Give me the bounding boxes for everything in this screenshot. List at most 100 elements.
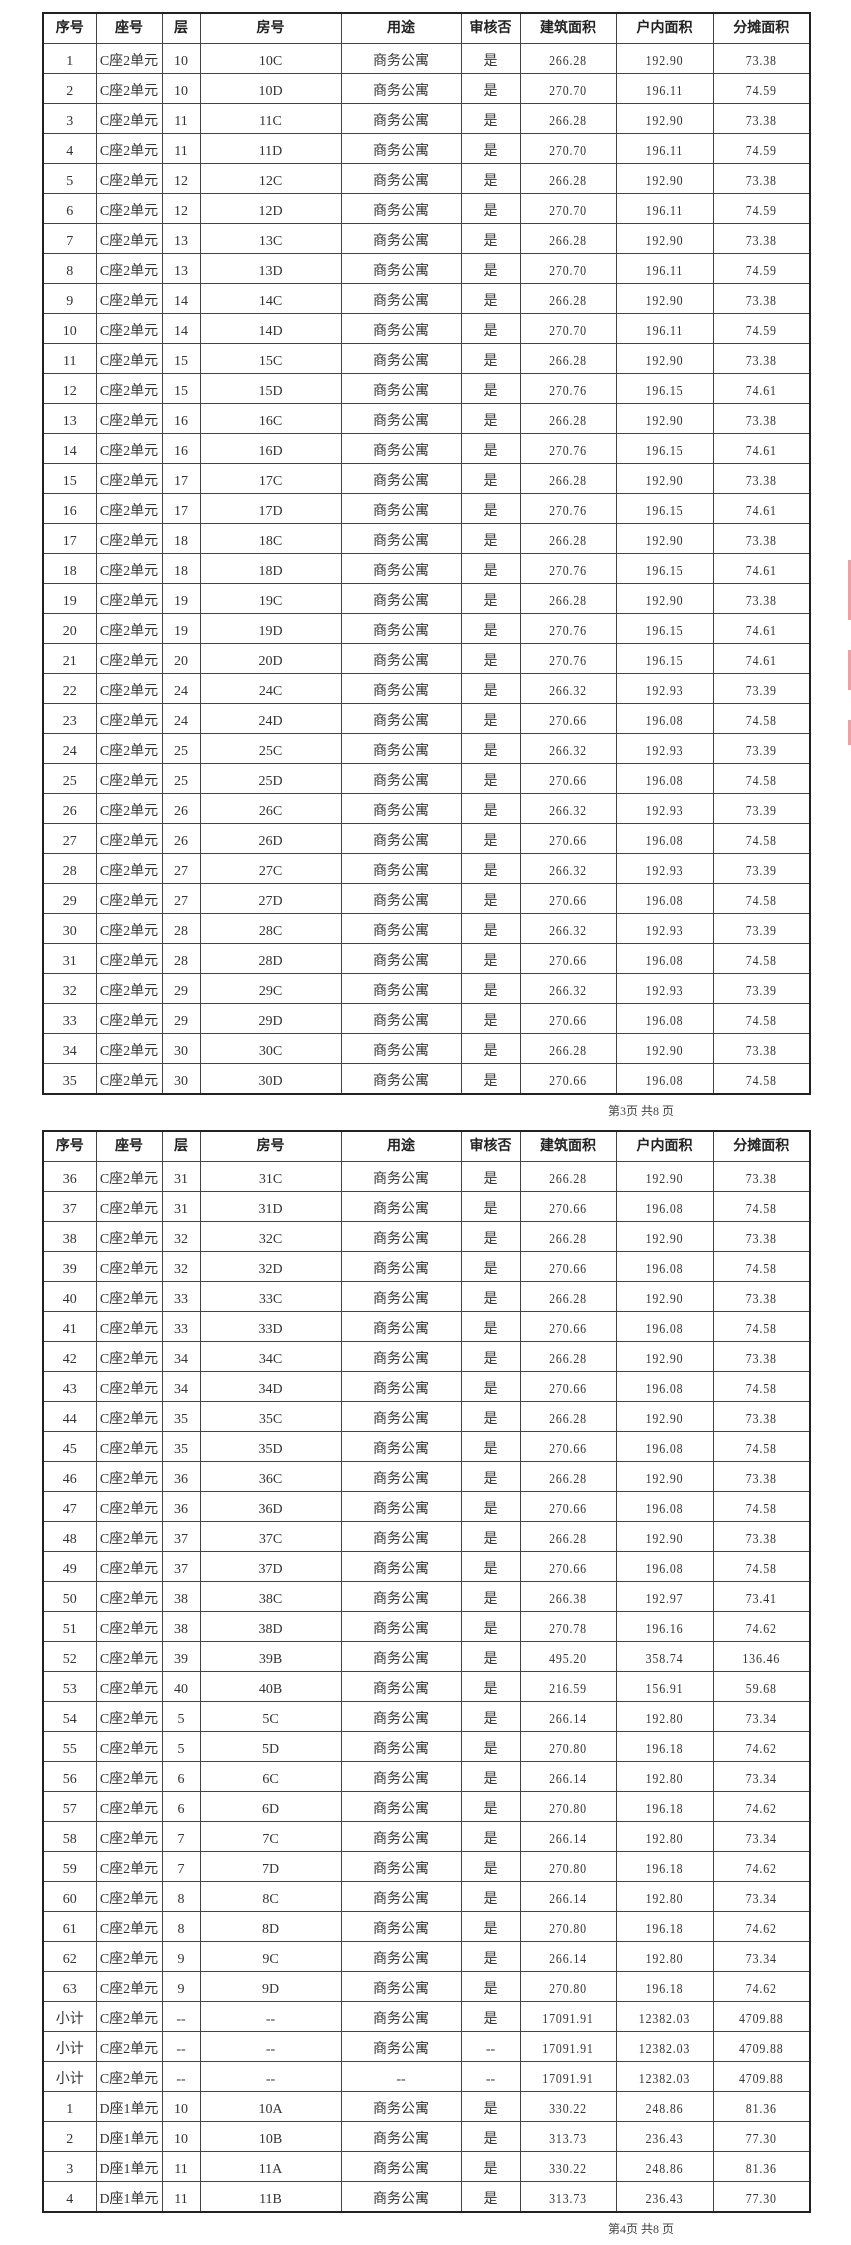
cell-usage: 商务公寓	[340, 1551, 462, 1582]
cell-room: 11C	[199, 103, 342, 134]
cell-gross-area: 270.66	[526, 1311, 610, 1342]
cell-shared-area: 73.41	[719, 1581, 804, 1612]
cell-approved: 是	[460, 823, 521, 854]
cell-seq: 54	[42, 1701, 97, 1732]
cell-building: C座2单元	[95, 403, 163, 434]
cell-seq: 46	[42, 1461, 97, 1492]
cell-usage: 商务公寓	[340, 2181, 462, 2213]
cell-shared-area: 74.62	[719, 1731, 804, 1762]
cell-floor: 39	[161, 1641, 201, 1672]
table-row: 39 C座2单元 32 32D 商务公寓是 270.66 196.08 74.58	[42, 1251, 810, 1282]
cell-gross-area: 270.66	[526, 1251, 610, 1282]
cell-usage: 商务公寓	[340, 1341, 462, 1372]
cell-gross-area: 270.66	[526, 703, 610, 734]
cell-floor: 24	[161, 703, 201, 734]
cell-approved: 是	[460, 583, 521, 614]
cell-approved: 是	[460, 703, 521, 734]
cell-usage: 商务公寓	[340, 1971, 462, 2002]
cell-room: 20D	[199, 643, 342, 674]
cell-seq: 60	[42, 1881, 97, 1912]
cell-interior-area: 192.80	[622, 1941, 707, 1972]
cell-building: C座2单元	[95, 1701, 163, 1732]
cell-seq: 21	[42, 643, 97, 674]
cell-gross-area: 270.66	[526, 943, 610, 974]
cell-floor: 16	[161, 433, 201, 464]
cell-floor: 35	[161, 1401, 201, 1432]
cell-floor: 18	[161, 523, 201, 554]
cell-gross-area: 266.28	[526, 223, 610, 254]
cell-approved: 是	[460, 913, 521, 944]
cell-usage: 商务公寓	[340, 1003, 462, 1034]
cell-interior-area: 192.90	[622, 1033, 707, 1064]
cell-building: C座2单元	[95, 103, 163, 134]
cell-gross-area: 270.76	[526, 433, 610, 464]
cell-room: 9D	[199, 1971, 342, 2002]
cell-seq: 34	[42, 1033, 97, 1064]
cell-approved: 是	[460, 1461, 521, 1492]
cell-approved: 是	[460, 343, 521, 374]
cell-gross-area: 17091.91	[526, 2061, 610, 2092]
cell-approved: 是	[460, 523, 521, 554]
column-header-seq: 序号	[42, 12, 97, 44]
table-row: 2 D座1单元 10 10B 商务公寓是 313.73 236.43 77.30	[42, 2121, 810, 2152]
cell-gross-area: 266.28	[526, 103, 610, 134]
cell-building: C座2单元	[95, 883, 163, 914]
cell-approved: 是	[460, 883, 521, 914]
cell-usage: 商务公寓	[340, 313, 462, 344]
cell-interior-area: 196.08	[622, 1311, 707, 1342]
area-table-page-3: 序号 座号层房号 用途 审核否 建筑面积 户内面积 分摊面积 1 C座2单元 10 10C 商务公寓…	[42, 12, 811, 1095]
cell-interior-area: 196.18	[622, 1791, 707, 1822]
cell-shared-area: 73.34	[719, 1941, 804, 1972]
cell-room: 33D	[199, 1311, 342, 1342]
table-row: 32 C座2单元 29 29C 商务公寓是 266.32 192.93 73.39	[42, 973, 810, 1004]
cell-room: 36D	[199, 1491, 342, 1522]
cell-floor: 5	[161, 1701, 201, 1732]
table-row: 40 C座2单元 33 33C 商务公寓是 266.28 192.90 73.38	[42, 1281, 810, 1312]
cell-approved: 是	[460, 643, 521, 674]
cell-room: 32D	[199, 1251, 342, 1282]
cell-usage: 商务公寓	[340, 103, 462, 134]
cell-interior-area: 12382.03	[622, 2031, 707, 2062]
cell-usage: 商务公寓	[340, 1033, 462, 1064]
cell-gross-area: 270.66	[526, 1551, 610, 1582]
cell-shared-area: 73.38	[719, 43, 804, 74]
cell-seq: 37	[42, 1191, 97, 1222]
cell-interior-area: 192.90	[622, 1281, 707, 1312]
cell-shared-area: 81.36	[719, 2091, 804, 2122]
cell-seq: 31	[42, 943, 97, 974]
cell-floor: 30	[161, 1033, 201, 1064]
cell-approved: 是	[460, 973, 521, 1004]
cell-seq: 7	[42, 223, 97, 254]
cell-building: C座2单元	[95, 163, 163, 194]
cell-approved: 是	[460, 1641, 521, 1672]
cell-usage: 商务公寓	[340, 943, 462, 974]
cell-room: 10B	[199, 2121, 342, 2152]
table-row: 4 D座1单元 11 11B 商务公寓是 313.73 236.43 77.30	[42, 2181, 810, 2213]
cell-approved: 是	[460, 1003, 521, 1034]
cell-room: 36C	[199, 1461, 342, 1492]
cell-building: C座2单元	[95, 613, 163, 644]
cell-seq: 32	[42, 973, 97, 1004]
cell-building: C座2单元	[95, 583, 163, 614]
cell-interior-area: 196.08	[622, 1063, 707, 1095]
cell-interior-area: 192.90	[622, 1521, 707, 1552]
cell-seq: 4	[42, 133, 97, 164]
cell-interior-area: 192.90	[622, 283, 707, 314]
cell-approved: 是	[460, 1671, 521, 1702]
cell-floor: 28	[161, 943, 201, 974]
cell-room: 32C	[199, 1221, 342, 1252]
cell-floor: 33	[161, 1311, 201, 1342]
cell-building: C座2单元	[95, 1731, 163, 1762]
cell-room: 25D	[199, 763, 342, 794]
cell-shared-area: 74.58	[719, 1431, 804, 1462]
cell-gross-area: 270.66	[526, 1491, 610, 1522]
cell-floor: 10	[161, 43, 201, 74]
cell-approved: 是	[460, 553, 521, 584]
table-row: 25 C座2单元 25 25D 商务公寓是 270.66 196.08 74.58	[42, 763, 810, 794]
cell-building: C座2单元	[95, 733, 163, 764]
table-row: 小计 C座2单元 -- -- -- -- 17091.91 12382.03 4709.88	[42, 2061, 810, 2092]
cell-building: C座2单元	[95, 1161, 163, 1192]
cell-floor: 37	[161, 1521, 201, 1552]
cell-shared-area: 73.39	[719, 853, 804, 884]
cell-interior-area: 192.93	[622, 673, 707, 704]
